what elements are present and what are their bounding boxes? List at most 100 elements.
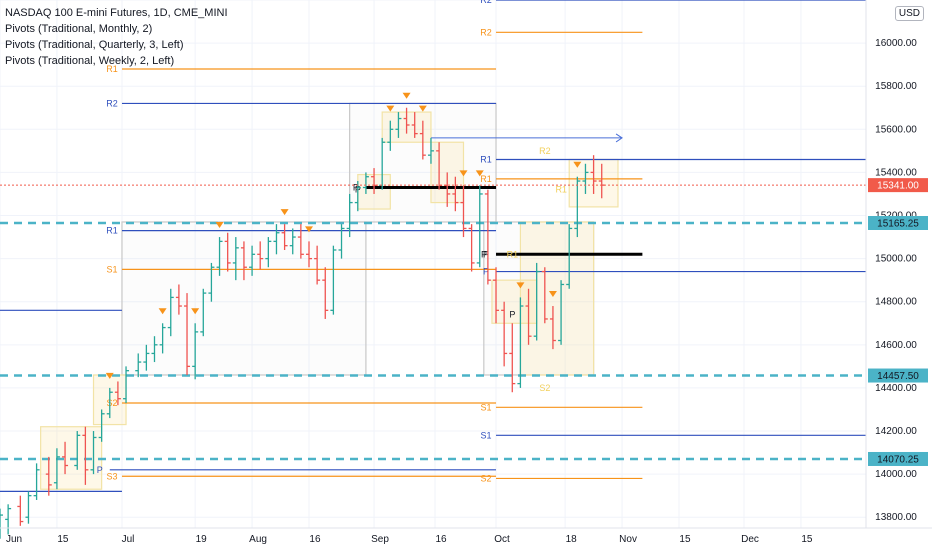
ohlc-bar: [90, 431, 97, 475]
time-axis-tick-label: 15: [801, 534, 813, 545]
pivot-text-label: R2: [539, 146, 551, 156]
signal-marker: [386, 105, 395, 112]
ohlc-bar: [114, 381, 121, 406]
pivot-label: P: [483, 267, 489, 277]
ohlc-bar: [62, 441, 69, 475]
pivot-label: R2: [480, 27, 492, 37]
ohlc-bar: [574, 176, 581, 238]
price-tag: [868, 451, 928, 466]
pivot-label: R1: [106, 226, 118, 236]
ohlc-bar: [452, 176, 459, 212]
ohlc-bar: [354, 181, 361, 212]
price-axis-tick-label: 14800.00: [875, 297, 917, 308]
price-axis-tick-label: 14200.00: [875, 426, 917, 437]
signal-marker: [158, 308, 167, 315]
price-tag-label: 14457.50: [877, 371, 919, 382]
ohlc-bar: [346, 193, 353, 238]
ohlc-bar: [330, 245, 337, 315]
ohlc-bar: [33, 463, 40, 500]
ohlc-bar: [0, 508, 3, 539]
time-axis-tick-label: Dec: [741, 534, 759, 545]
currency-badge[interactable]: USD: [894, 6, 924, 21]
ohlc-bar: [411, 112, 418, 138]
ohlc-bar: [427, 137, 434, 164]
time-axis-tick-label: 15: [679, 534, 691, 545]
pivot-label: R1: [106, 64, 118, 74]
legend-pivots-weekly[interactable]: Pivots (Traditional, Weekly, 2, Left): [5, 55, 175, 67]
ohlc-bar: [281, 224, 288, 250]
weekly-pivot-box: [519, 221, 595, 376]
ohlc-bar: [5, 504, 12, 535]
ohlc-bar: [484, 189, 491, 285]
pivot-text-label: R1: [507, 249, 519, 259]
price-axis-tick-label: 15000.00: [875, 254, 917, 265]
pivot-text-label: S2: [539, 383, 550, 393]
ohlc-bar: [549, 306, 556, 350]
ohlc-bar: [362, 172, 369, 194]
signal-marker: [105, 372, 114, 379]
time-axis-tick-label: Jul: [122, 534, 135, 545]
pivot-label: R2: [480, 0, 492, 5]
ohlc-bar: [493, 267, 500, 324]
time-axis-tick-label: 18: [566, 534, 578, 545]
ohlc-bar: [159, 323, 166, 354]
legend-pivots-monthly[interactable]: Pivots (Traditional, Monthly, 2): [5, 23, 153, 35]
price-tag: [868, 178, 928, 193]
ohlc-bar: [541, 267, 548, 324]
time-axis-tick-label: Sep: [371, 534, 389, 545]
ohlc-bar: [533, 262, 540, 341]
price-axis-tick-label: 15600.00: [875, 124, 917, 135]
pivot-text-label: R1: [555, 185, 567, 195]
signal-marker: [191, 308, 200, 315]
pivot-label: S2: [106, 398, 117, 408]
ohlc-bar: [151, 336, 158, 363]
ohlc-bar: [476, 185, 483, 268]
ohlc-bar: [249, 245, 256, 276]
price-axis-tick-label: 15800.00: [875, 81, 917, 92]
time-axis-tick-label: Jun: [6, 534, 22, 545]
ohlc-bar: [200, 288, 207, 337]
price-axis-tick-label: 14400.00: [875, 383, 917, 394]
ohlc-bar: [509, 323, 516, 393]
ohlc-bar: [419, 120, 426, 160]
time-axis-tick-label: Aug: [249, 534, 267, 545]
signal-marker: [215, 222, 224, 229]
ohlc-bar: [517, 297, 524, 388]
ohlc-bar: [82, 426, 89, 485]
ohlc-bar: [224, 232, 231, 272]
legend-pivots-quarterly[interactable]: Pivots (Traditional, Quarterly, 3, Left): [5, 39, 184, 51]
signal-marker: [418, 105, 427, 112]
ohlc-bar: [273, 224, 280, 255]
price-tag: [868, 215, 928, 230]
ohlc-bar: [460, 185, 467, 238]
pivot-label: S2: [481, 473, 492, 483]
ohlc-bar: [338, 224, 345, 259]
pivot-label: S1: [481, 430, 492, 440]
ohlc-bar: [17, 495, 24, 526]
ohlc-bar: [143, 344, 150, 371]
ohlc-bar: [53, 448, 60, 490]
pivot-label: S1: [481, 402, 492, 412]
price-tag: [868, 368, 928, 383]
price-axis-tick-label: 14600.00: [875, 340, 917, 351]
signal-marker: [516, 282, 525, 289]
time-axis-tick-label: 15: [57, 534, 69, 545]
price-tag-label: 14070.25: [877, 454, 919, 465]
ohlc-bar: [216, 237, 223, 276]
ohlc-bar: [192, 323, 199, 380]
ohlc-bar: [135, 353, 142, 378]
pivot-text-label: P: [509, 310, 515, 320]
ohlc-bar: [305, 241, 312, 268]
ohlc-bar: [314, 245, 321, 285]
signal-marker: [475, 170, 484, 177]
ohlc-bar: [590, 155, 597, 194]
price-tag-label: 15341.00: [877, 181, 919, 192]
ohlc-bar: [395, 112, 402, 138]
ohlc-bar: [106, 387, 113, 419]
legend-symbol[interactable]: NASDAQ 100 E-mini Futures, 1D, CME_MINI: [5, 7, 228, 19]
ohlc-bar: [232, 237, 239, 281]
signal-marker: [573, 161, 582, 168]
ohlc-bar: [208, 262, 215, 302]
